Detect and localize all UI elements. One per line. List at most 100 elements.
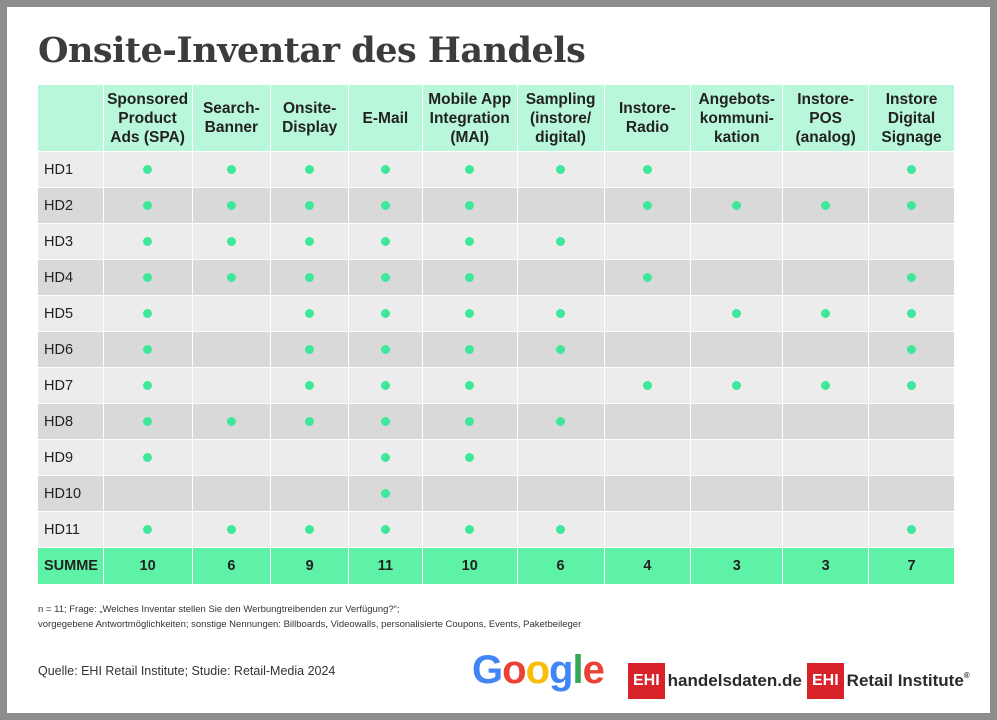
table-row: HD11 bbox=[38, 512, 955, 548]
table-cell bbox=[517, 296, 605, 332]
registered-mark: ® bbox=[963, 671, 970, 680]
table-cell bbox=[349, 152, 423, 188]
presence-dot bbox=[907, 165, 917, 175]
table-cell bbox=[691, 476, 784, 512]
presence-dot bbox=[465, 417, 475, 427]
presence-dot bbox=[465, 165, 475, 175]
presence-dot bbox=[907, 309, 917, 319]
presence-dot bbox=[380, 345, 390, 355]
table-cell bbox=[103, 224, 193, 260]
table-cell bbox=[271, 512, 350, 548]
table-cell bbox=[869, 440, 955, 476]
ehi-retail-institute-text: Retail Institute bbox=[846, 671, 964, 690]
table-cell bbox=[349, 188, 423, 224]
row-label: HD8 bbox=[38, 404, 104, 440]
sum-value: 11 bbox=[349, 548, 423, 585]
presence-dot bbox=[907, 201, 917, 211]
table-cell bbox=[103, 152, 193, 188]
table-cell bbox=[192, 404, 272, 440]
presence-dot bbox=[465, 453, 475, 463]
sum-value: 6 bbox=[192, 548, 272, 585]
table-row: HD2 bbox=[38, 188, 955, 224]
table-cell bbox=[422, 404, 518, 440]
table-cell bbox=[103, 512, 193, 548]
table-cell bbox=[604, 404, 692, 440]
table-cell bbox=[192, 440, 272, 476]
table-cell bbox=[604, 440, 692, 476]
column-header-line: kommuni- bbox=[699, 109, 774, 127]
column-header-line: Sampling bbox=[525, 90, 596, 108]
presence-dot bbox=[143, 309, 153, 319]
sum-row: SUMME 10 6 9 11 10 6 4 3 3 7 bbox=[38, 548, 955, 585]
table-cell bbox=[271, 332, 350, 368]
table-cell bbox=[783, 224, 870, 260]
presence-dot bbox=[305, 273, 315, 283]
presence-dot bbox=[907, 525, 917, 535]
sum-value: 10 bbox=[422, 548, 518, 585]
presence-dot bbox=[465, 525, 475, 535]
presence-dot bbox=[143, 381, 153, 391]
table-cell bbox=[422, 152, 518, 188]
table-cell bbox=[517, 152, 605, 188]
table-cell bbox=[192, 296, 272, 332]
header-corner bbox=[38, 85, 104, 152]
presence-dot bbox=[556, 237, 566, 247]
column-header: Angebots-kommuni-kation bbox=[691, 85, 784, 152]
presence-dot bbox=[380, 237, 390, 247]
presence-dot bbox=[226, 525, 236, 535]
table-cell bbox=[604, 152, 692, 188]
table-cell bbox=[103, 188, 193, 224]
row-label: HD4 bbox=[38, 260, 104, 296]
presence-dot bbox=[642, 201, 652, 211]
presence-dot bbox=[907, 345, 917, 355]
table-row: HD8 bbox=[38, 404, 955, 440]
table-cell bbox=[103, 404, 193, 440]
handelsdaten-logo: EHI handelsdaten.de bbox=[628, 663, 802, 699]
table-cell bbox=[517, 512, 605, 548]
table-cell bbox=[783, 404, 870, 440]
column-header-line: Mobile App bbox=[428, 90, 512, 108]
presence-dot bbox=[226, 201, 236, 211]
table-cell bbox=[422, 512, 518, 548]
table-cell bbox=[349, 404, 423, 440]
column-header-line: Ads (SPA) bbox=[110, 128, 185, 146]
google-logo-letter: g bbox=[549, 648, 573, 692]
table-cell bbox=[192, 512, 272, 548]
table-cell bbox=[103, 476, 193, 512]
ehi-retail-institute-logo: EHI Retail Institute® bbox=[807, 663, 970, 699]
table-cell bbox=[422, 296, 518, 332]
presence-dot bbox=[143, 165, 153, 175]
table-cell bbox=[869, 512, 955, 548]
table-cell bbox=[517, 440, 605, 476]
presence-dot bbox=[226, 237, 236, 247]
table-cell bbox=[783, 260, 870, 296]
table-cell bbox=[349, 512, 423, 548]
table-cell bbox=[349, 296, 423, 332]
chart-title: Onsite-Inventar des Handels bbox=[38, 30, 586, 71]
column-header: E-Mail bbox=[349, 85, 423, 152]
column-header: Onsite- Display bbox=[271, 85, 350, 152]
table-cell bbox=[604, 296, 692, 332]
table-cell bbox=[192, 476, 272, 512]
table-cell bbox=[271, 260, 350, 296]
row-label: HD2 bbox=[38, 188, 104, 224]
table-cell bbox=[604, 476, 692, 512]
table-cell bbox=[271, 224, 350, 260]
presence-dot bbox=[143, 525, 153, 535]
column-header-line: Integration bbox=[429, 109, 510, 127]
table-cell bbox=[869, 332, 955, 368]
table-cell bbox=[691, 260, 784, 296]
presence-dot bbox=[380, 165, 390, 175]
table-row: HD9 bbox=[38, 440, 955, 476]
table-cell bbox=[103, 440, 193, 476]
table-cell bbox=[103, 296, 193, 332]
table-cell bbox=[783, 188, 870, 224]
table-cell bbox=[783, 440, 870, 476]
table-cell bbox=[192, 224, 272, 260]
table-cell bbox=[271, 440, 350, 476]
column-header-line: Digital bbox=[887, 109, 936, 127]
table-cell bbox=[604, 368, 692, 404]
table-cell bbox=[422, 332, 518, 368]
presence-dot bbox=[143, 345, 153, 355]
column-header: Mobile App Integration (MAI) bbox=[422, 85, 518, 152]
